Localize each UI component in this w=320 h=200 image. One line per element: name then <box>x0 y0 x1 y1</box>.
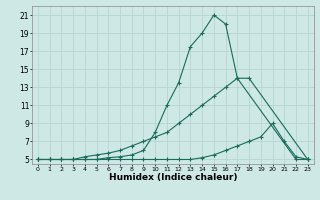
X-axis label: Humidex (Indice chaleur): Humidex (Indice chaleur) <box>108 173 237 182</box>
